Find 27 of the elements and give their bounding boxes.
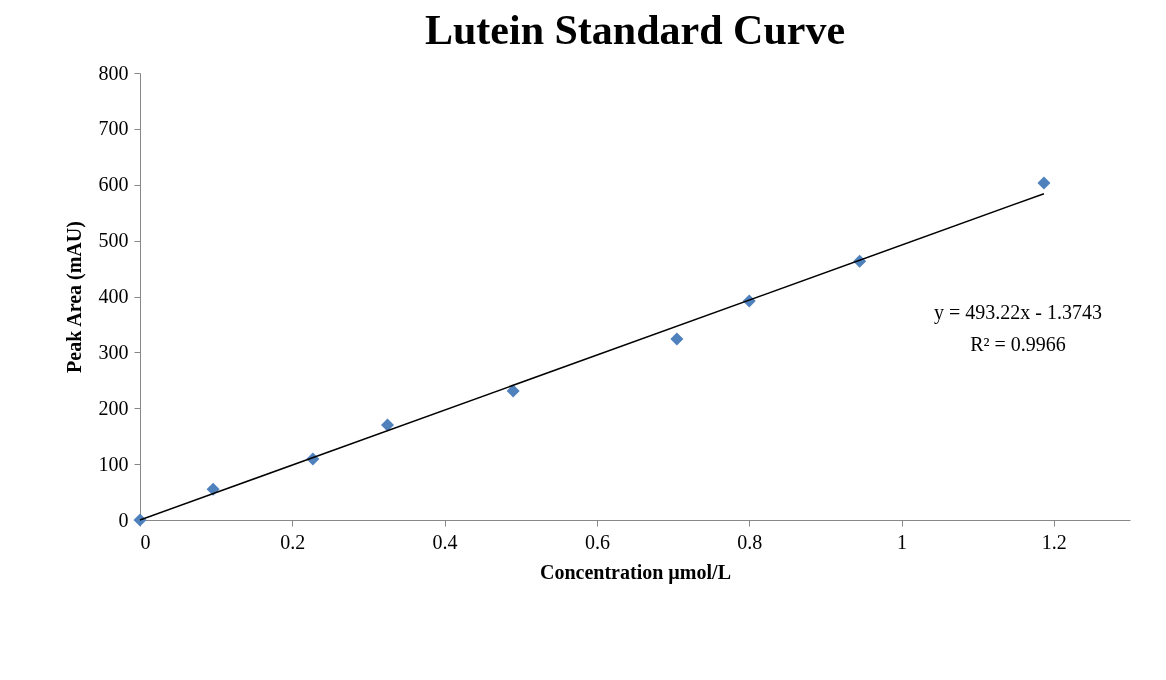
point: [506, 384, 520, 398]
point: [380, 418, 395, 432]
x-tick-label: 0.6: [584, 530, 610, 553]
y-tick-label: 600: [98, 173, 129, 196]
y-tick-label: 400: [98, 285, 129, 307]
y-tick-label: 100: [98, 452, 129, 475]
y-tick-label: 0: [118, 508, 129, 531]
point: [1037, 176, 1051, 190]
annotation: R² = 0.9966: [970, 333, 1066, 355]
x-axis-title: Concentration µmol/L: [540, 560, 731, 584]
point: [133, 513, 147, 527]
y-tick-label: 300: [98, 340, 129, 363]
y-tick-label: 700: [98, 117, 129, 140]
x-tick-label: 0: [140, 530, 151, 553]
y-tick-label: 800: [98, 61, 129, 84]
y-axis-title: Peak Area (mAU): [62, 221, 86, 373]
point: [206, 482, 220, 496]
y-tick-label: 500: [98, 229, 129, 252]
x-tick-label: 0.2: [280, 530, 306, 553]
x-tick-label: 1.2: [1041, 530, 1067, 553]
y-tick-label: 200: [98, 396, 129, 419]
annotation: y = 493.22x - 1.3743: [934, 301, 1102, 324]
chart-title: Lutein Standard Curve: [424, 7, 846, 53]
x-tick-label: 0.8: [737, 530, 763, 553]
point: [670, 332, 684, 346]
x-tick-label: 0.4: [432, 530, 458, 553]
x-tick-label: 1: [897, 530, 908, 553]
